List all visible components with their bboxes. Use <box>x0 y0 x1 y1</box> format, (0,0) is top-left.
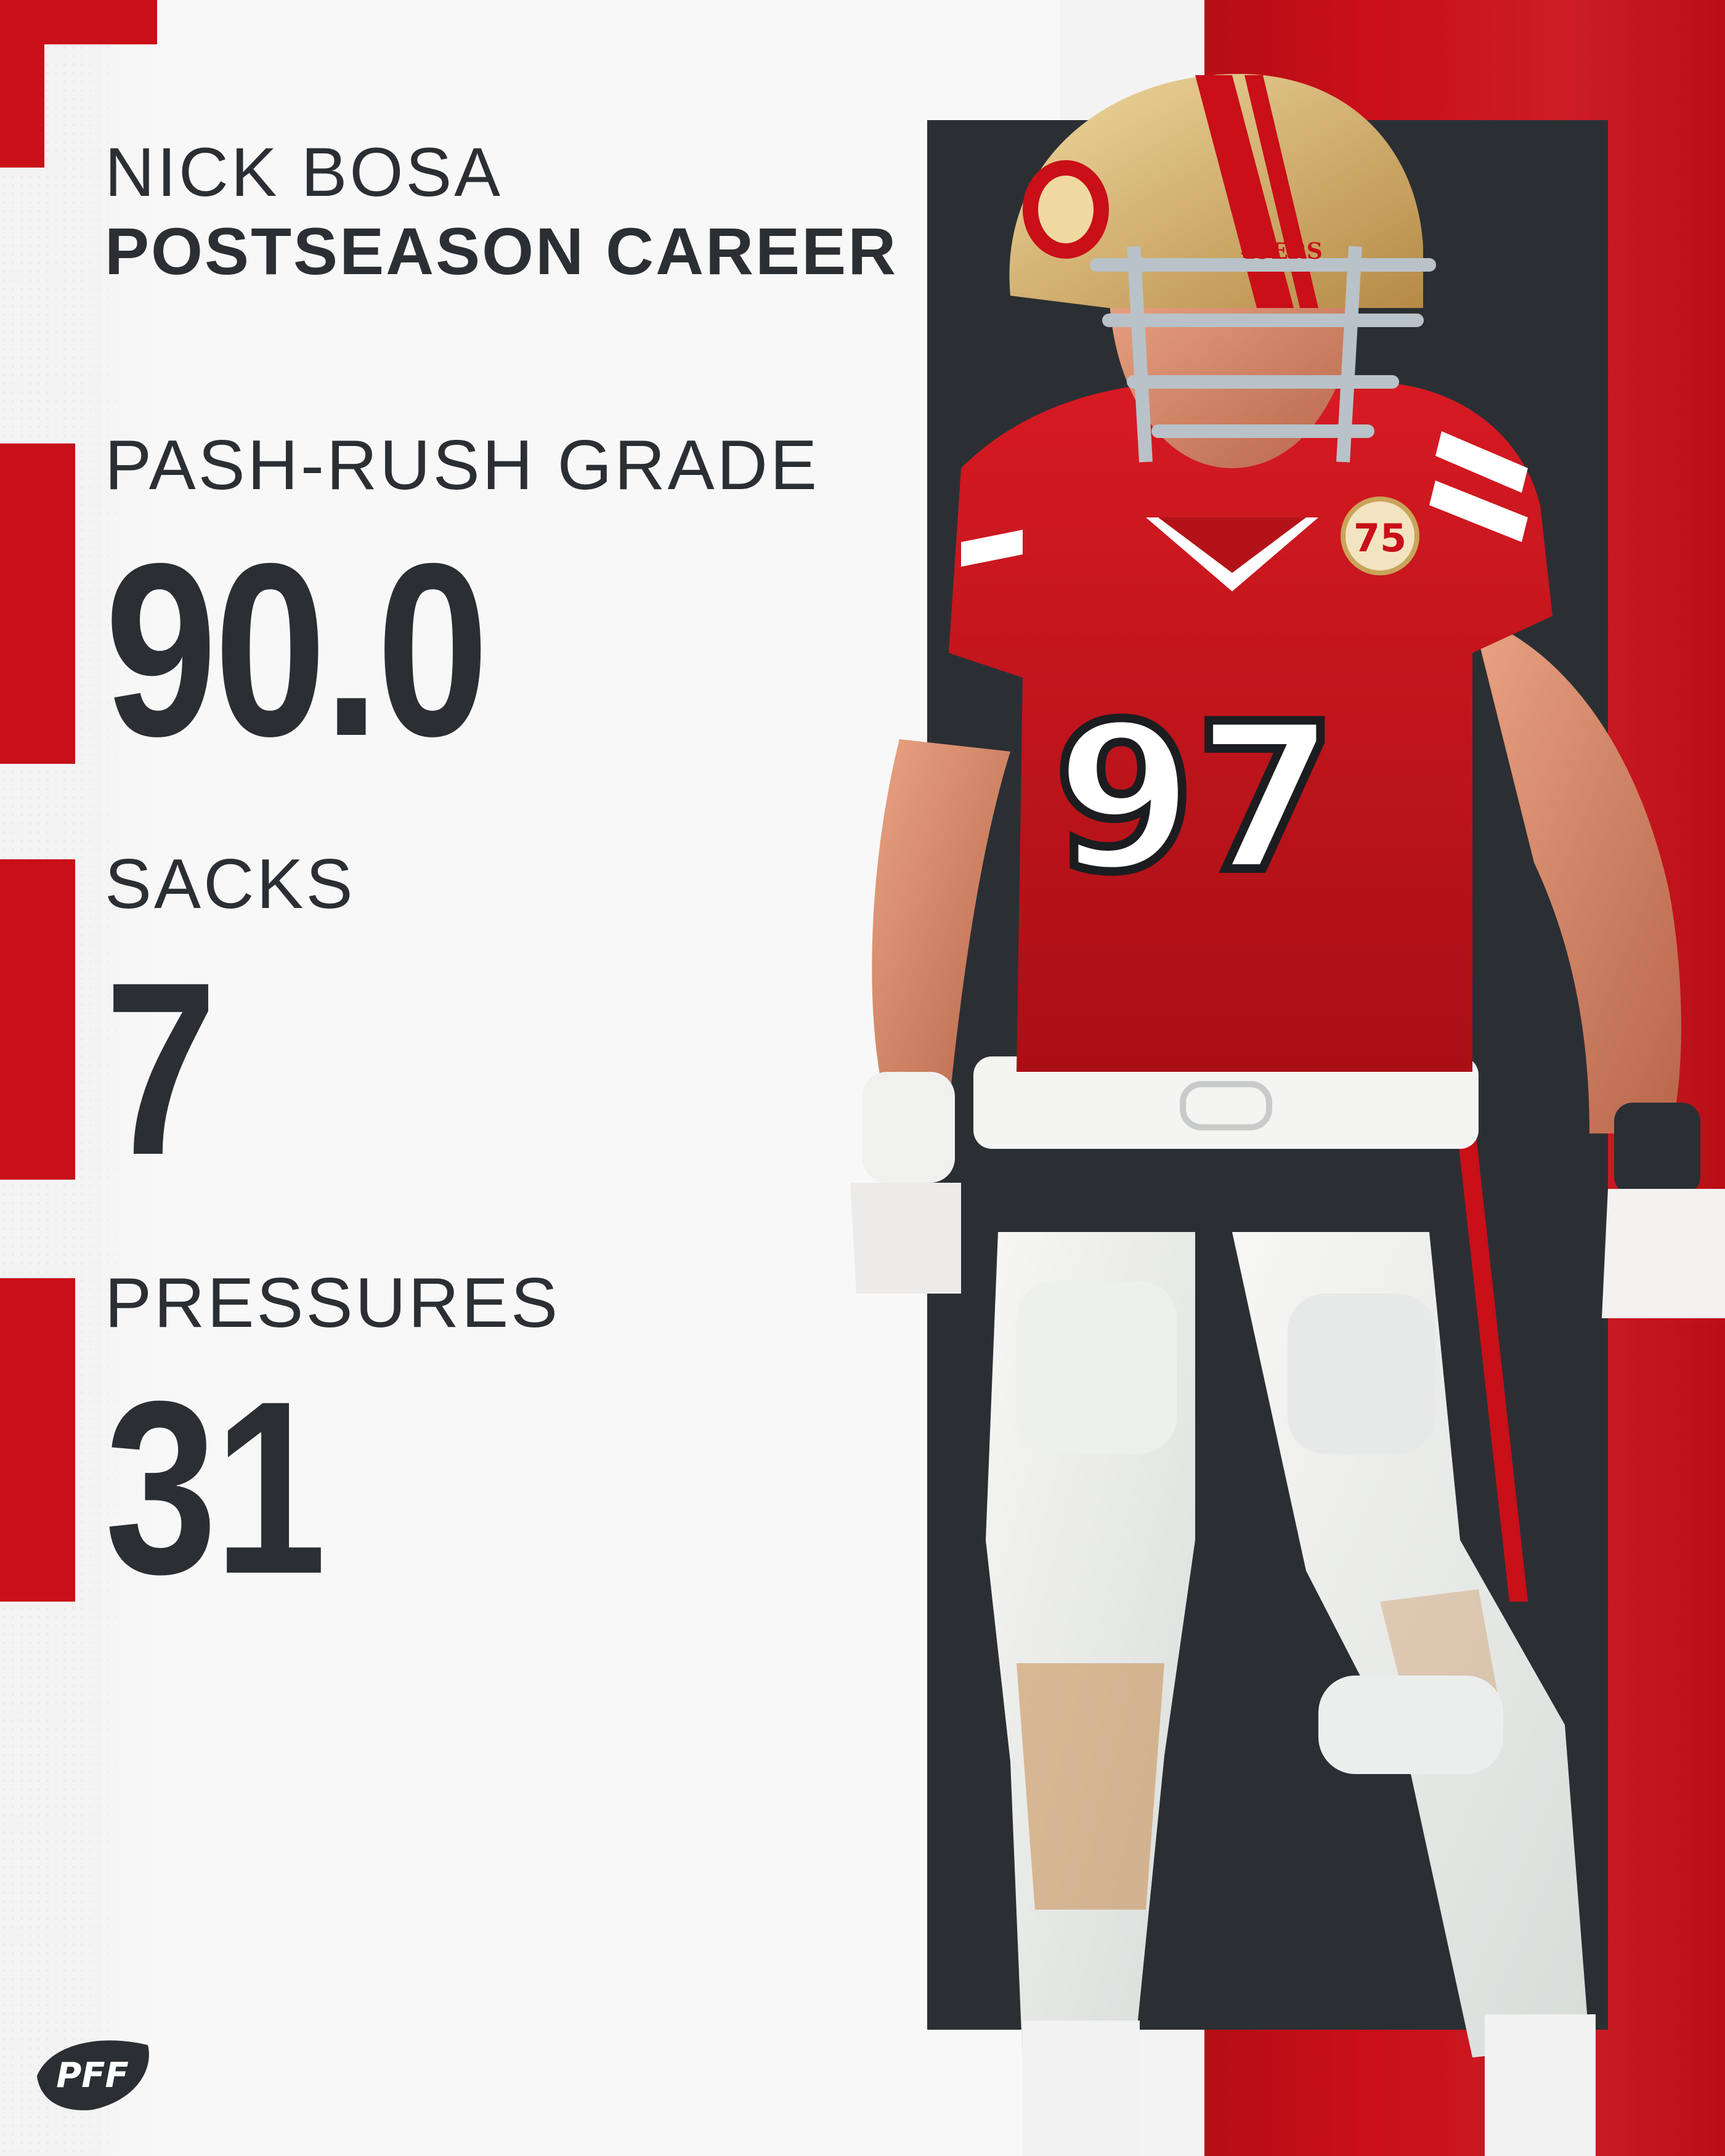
player-photo: 97 75 49ERS <box>850 74 1725 2156</box>
stat-accent-bar-grade <box>0 444 75 764</box>
pff-logo: PFF <box>37 2040 149 2110</box>
stat-accent-bar-sacks <box>0 859 75 1180</box>
stat-value-grade: 90.0 <box>105 512 489 787</box>
corner-accent-top <box>0 0 157 44</box>
helmet-text: 49ERS <box>1240 238 1322 264</box>
anniversary-patch-text: 75 <box>1354 516 1406 561</box>
page-subtitle: POSTSEASON CAREER <box>105 214 898 288</box>
stat-value-pressures: 31 <box>105 1350 327 1625</box>
stat-label-pressures: PRESSURES <box>105 1264 561 1342</box>
stat-label-sacks: SACKS <box>105 845 355 923</box>
stat-label-grade: PASH-RUSH GRADE <box>105 426 820 505</box>
logo-text: PFF <box>56 2056 129 2096</box>
jersey-number: 97 <box>1053 680 1336 917</box>
corner-accent-side <box>0 44 44 168</box>
stat-accent-bar-pressures <box>0 1278 75 1602</box>
stat-value-sacks: 7 <box>105 931 217 1206</box>
player-name: NICK BOSA <box>105 134 503 211</box>
